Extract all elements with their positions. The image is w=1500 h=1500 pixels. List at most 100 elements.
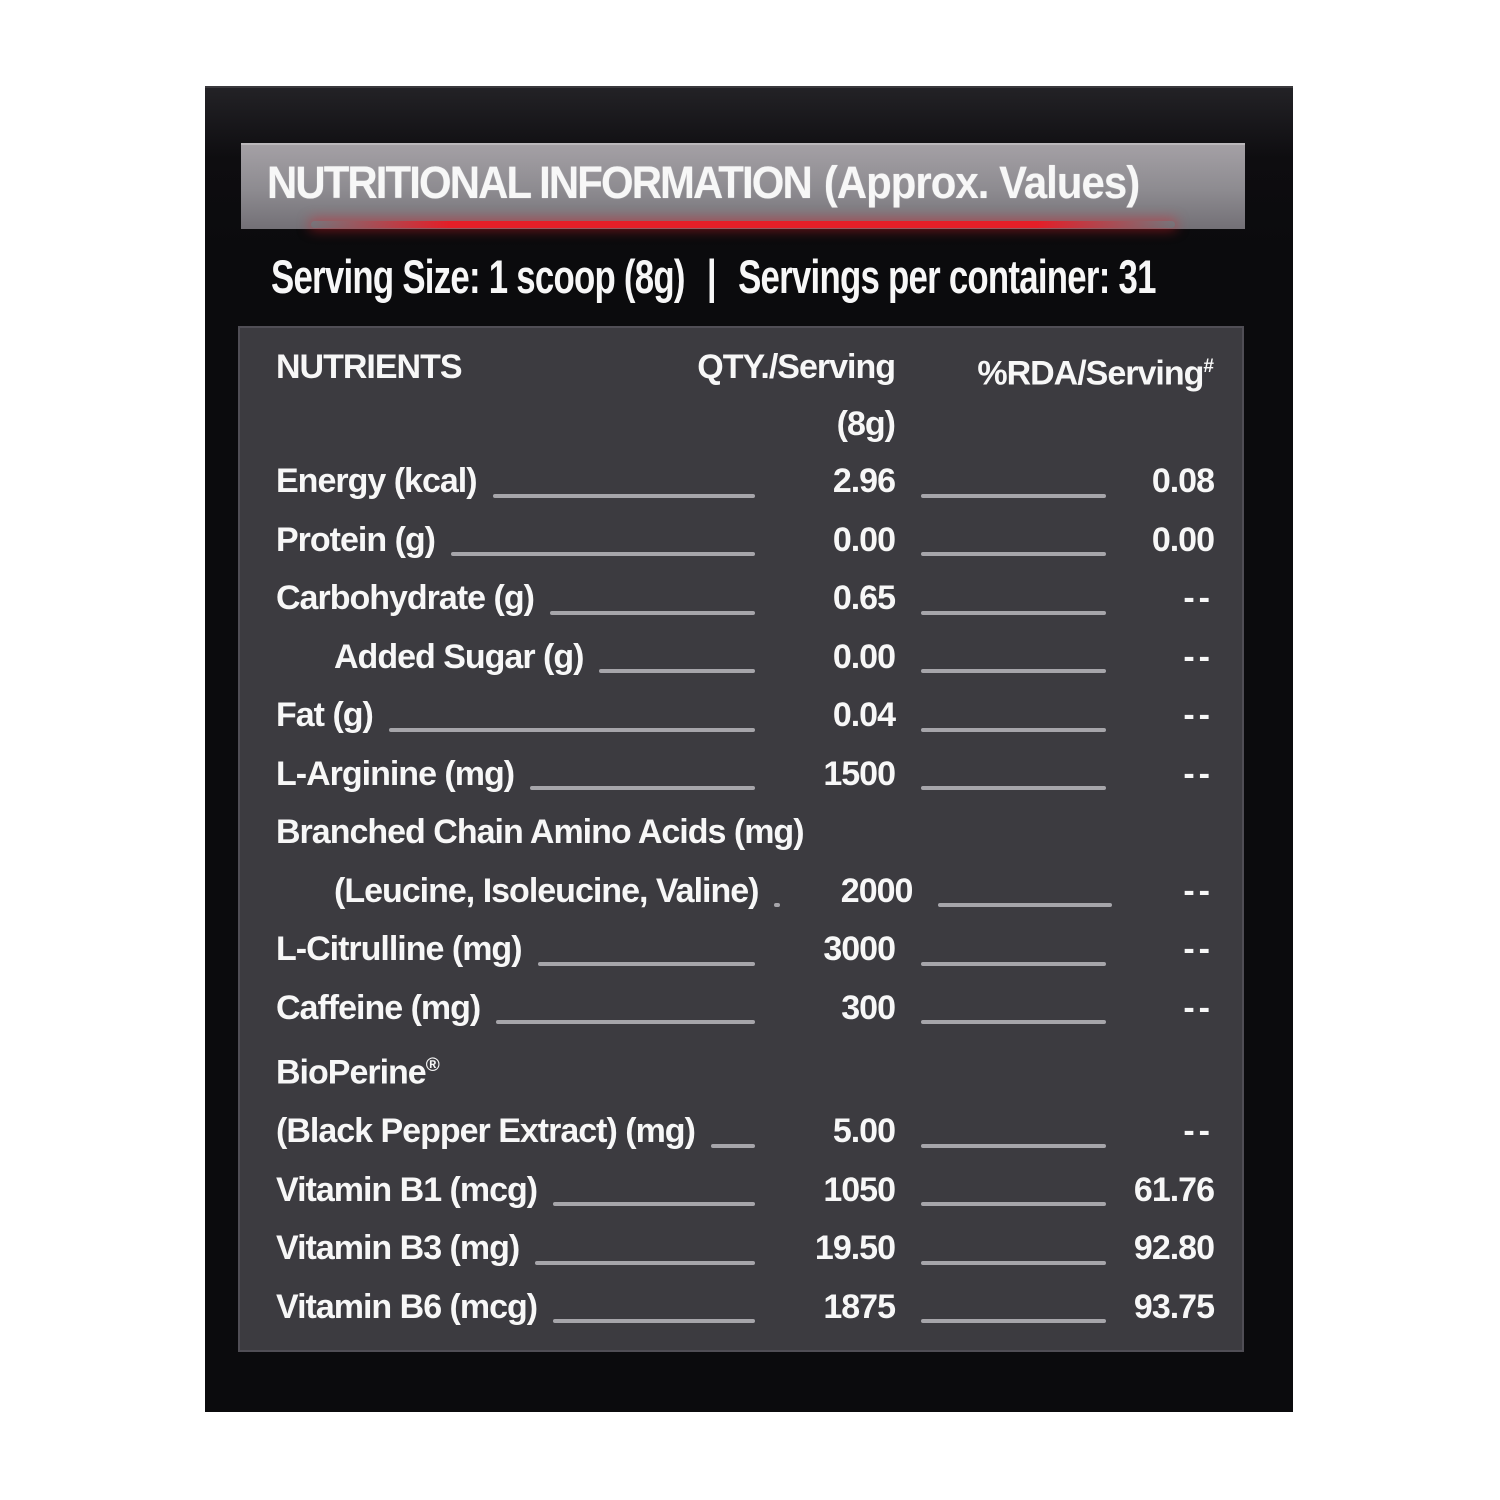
nutrient-label: (Leucine, Isoleucine, Valine) [334, 871, 759, 910]
leader-line [921, 1260, 1106, 1265]
red-accent-line [311, 221, 1175, 228]
table-row: Caffeine (mg) 300 -- [276, 979, 1214, 1038]
header-spacer [276, 398, 555, 450]
rda-value: 93.75 [1133, 1287, 1215, 1326]
leader-line [710, 1143, 755, 1148]
leader-line [553, 1319, 755, 1324]
nutrient-label: (Black Pepper Extract) (mg) [276, 1112, 696, 1151]
table-row: Energy (kcal) 2.96 0.08 [276, 452, 1215, 511]
leader-line [921, 1319, 1106, 1324]
leader-line [530, 786, 755, 791]
servings-per-container-text: Servings per container: 31 [738, 249, 1156, 303]
trademark-sup: ® [425, 1055, 440, 1077]
rda-value: -- [1183, 871, 1214, 910]
nutrient-label: L-Arginine (mg) [276, 754, 515, 793]
header-rda-spacer [895, 398, 1214, 450]
table-row: Vitamin B1 (mcg) 1050 61.76 [276, 1161, 1215, 1220]
table-row: Vitamin B6 (mcg) 1875 93.75 [276, 1278, 1215, 1337]
leader-line [553, 1202, 755, 1207]
nutrient-label: BioPerine® [276, 1053, 440, 1092]
qty-value: 0.00 [832, 637, 896, 676]
leader-line [938, 903, 1112, 908]
rda-value: -- [1183, 696, 1214, 735]
header-title-note: (Approx. Values) [823, 157, 1140, 208]
leader-line [388, 727, 755, 732]
nutrient-label: Branched Chain Amino Acids (mg) [276, 813, 805, 852]
leader-line [921, 727, 1106, 732]
qty-value: 1875 [823, 1287, 896, 1326]
nutrient-label: L-Citrulline (mg) [276, 930, 523, 969]
leader-line [599, 669, 755, 674]
rda-value: -- [1183, 637, 1214, 676]
leader-line [921, 786, 1106, 791]
nutrient-label: Protein (g) [276, 520, 436, 559]
rda-value: -- [1183, 930, 1214, 969]
header-title-main: NUTRITIONAL INFORMATION [267, 157, 813, 208]
table-row: L-Citrulline (mg) 3000 -- [276, 920, 1214, 979]
leader-line [921, 610, 1106, 615]
table-row: Fat (g) 0.04 -- [276, 686, 1214, 745]
leader-line [774, 903, 781, 908]
leader-line [921, 1143, 1106, 1148]
nutrient-label: Fat (g) [276, 696, 374, 735]
nutrient-rows-container: Energy (kcal) 2.96 0.08 Protein (g) 0.00 0.00… [276, 452, 1215, 1337]
rda-value: -- [1183, 754, 1214, 793]
leader-line [535, 1260, 755, 1265]
table-row: Vitamin B3 (mg) 19.50 92.80 [276, 1219, 1215, 1278]
table-row: (Black Pepper Extract) (mg) 5.00 -- [276, 1102, 1214, 1161]
table-header-row-2: (8g) [276, 398, 1214, 450]
table-row: (Leucine, Isoleucine, Valine) 2000 -- [276, 862, 1214, 921]
table-row: L-Arginine (mg) 1500 -- [276, 745, 1214, 804]
rda-value: 0.00 [1151, 520, 1215, 559]
nutrition-table: NUTRIENTS QTY./Serving %RDA/Serving# (8g… [238, 326, 1244, 1352]
qty-value: 2.96 [832, 462, 896, 501]
rda-value: 61.76 [1133, 1170, 1215, 1209]
table-row: Branched Chain Amino Acids (mg) [276, 803, 1214, 862]
leader-line [921, 961, 1106, 966]
nutrient-label: Caffeine (mg) [276, 988, 481, 1027]
qty-value: 0.00 [832, 520, 896, 559]
nutrient-label: Carbohydrate (g) [276, 579, 535, 618]
serving-size-text: Serving Size: 1 scoop (8g) [271, 249, 685, 303]
rda-value: -- [1183, 579, 1214, 618]
table-row: BioPerine® [276, 1037, 1214, 1102]
nutrient-label: Vitamin B6 (mcg) [276, 1287, 538, 1326]
rda-value: -- [1183, 1112, 1214, 1151]
qty-value: 2000 [840, 871, 914, 910]
leader-line [537, 961, 755, 966]
col-header-qty-unit: (8g) [836, 405, 896, 444]
nutrition-label-panel: NUTRITIONAL INFORMATION (Approx. Values)… [205, 86, 1293, 1412]
table-header-row: NUTRIENTS QTY./Serving %RDA/Serving# [276, 342, 1214, 398]
serving-line: Serving Size: 1 scoop (8g) | Servings pe… [271, 248, 1156, 304]
leader-line [921, 669, 1106, 674]
qty-value: 0.65 [832, 579, 896, 618]
leader-line [492, 493, 755, 498]
table-row: Protein (g) 0.00 0.00 [276, 511, 1215, 570]
header-title: NUTRITIONAL INFORMATION (Approx. Values) [267, 140, 1140, 226]
rda-footnote-marker: # [1203, 356, 1214, 377]
rda-value: -- [1183, 988, 1214, 1027]
leader-line [496, 1020, 755, 1025]
leader-line [450, 552, 755, 557]
table-row: Carbohydrate (g) 0.65 -- [276, 569, 1214, 628]
qty-value: 1050 [823, 1170, 896, 1209]
nutrient-label: Vitamin B1 (mcg) [276, 1170, 538, 1209]
col-header-qty: QTY./Serving [697, 348, 896, 386]
leader-line [921, 1202, 1106, 1207]
leader-line [921, 1020, 1106, 1025]
nutrient-label: Energy (kcal) [276, 462, 478, 501]
qty-value: 3000 [823, 930, 896, 969]
qty-value: 300 [841, 988, 896, 1027]
nutrient-label: Vitamin B3 (mg) [276, 1229, 520, 1268]
qty-value: 19.50 [814, 1229, 896, 1268]
leader-line [921, 493, 1106, 498]
qty-value: 0.04 [832, 696, 896, 735]
leader-line [921, 552, 1106, 557]
table-row: Added Sugar (g) 0.00 -- [276, 628, 1214, 687]
qty-value: 5.00 [832, 1112, 896, 1151]
qty-value: 1500 [823, 754, 896, 793]
rda-value: 92.80 [1133, 1229, 1215, 1268]
col-header-nutrients: NUTRIENTS [276, 348, 463, 386]
leader-line [549, 610, 755, 615]
